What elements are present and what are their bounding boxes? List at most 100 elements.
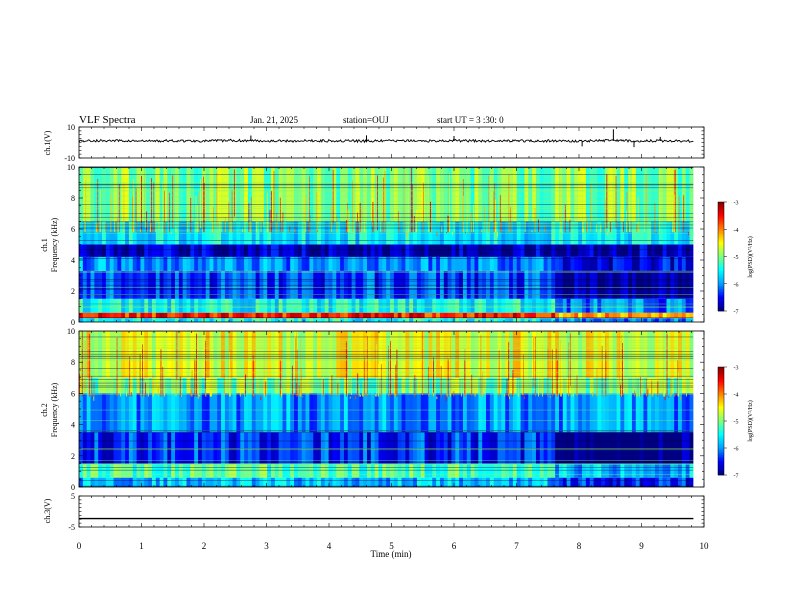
spectrogram-cell [631,377,637,394]
colorbar-segment [718,223,724,226]
spectrogram-cell [194,244,199,257]
spectrogram-cell [486,477,491,487]
spectrogram-cell [205,298,210,313]
spectrogram-cell [528,477,533,487]
spectrogram-cell [689,477,694,487]
spectrogram-cell [221,256,226,271]
spectrogram-cell [574,393,579,433]
spectrogram-cell [86,318,91,323]
spectrogram-cell [390,463,395,478]
spectrogram-cell [159,463,164,478]
spectrogram-cell [670,393,675,433]
spectrogram-cell [301,432,306,464]
spectrogram-cell [294,167,299,222]
spectrogram-cell [539,463,545,478]
spectrogram-cell [624,221,629,245]
colorbar-segment [718,464,724,467]
spectrogram-cell [244,463,249,478]
spectrogram-cell [647,167,652,222]
spectrogram-cell [251,312,257,319]
spectrogram-cell [178,298,184,313]
spectrogram-cell [466,477,472,487]
colorbar-segment [718,370,724,373]
spectrogram-cell [259,221,264,245]
spectrogram-cell [447,318,452,323]
spectrogram-cell [363,432,368,464]
spectrogram-cell [501,393,506,433]
spectrogram-cell [535,432,541,464]
spectrogram-cell [681,221,687,245]
spectrogram-cell [247,432,253,464]
spectrogram-cell [601,463,606,478]
spectrogram-cell [624,393,629,433]
spectrogram-cell [186,432,191,464]
spectrogram-cell [82,393,88,433]
spectrogram-cell [175,393,180,433]
colorbar-segment [718,254,724,257]
spectrogram-cell [624,463,629,478]
spectrogram-cell [666,432,671,464]
spectrogram-cell [597,167,602,222]
spectrogram-cell [497,432,502,464]
spectrogram-cell [678,221,683,245]
spectrogram-cell [562,221,568,245]
spectrogram-cell [413,244,418,257]
spectrogram-cell [551,298,556,313]
spectrogram-cell [493,463,498,478]
spectrogram-cell [224,298,230,313]
spectrogram-cell [102,298,107,313]
spectrogram-cell [125,167,130,222]
spectrogram-cell [424,270,429,299]
spectrogram-cell [136,377,141,394]
spectrogram-cell [516,393,521,433]
spectrogram-cell [317,331,322,378]
spectrogram-cell [390,477,395,487]
spectrogram-cell [439,432,445,464]
spectrogram-cell [605,477,610,487]
spectrogram-cell [616,432,621,464]
spectrogram-cell [635,256,641,271]
spectrogram-cell [405,463,410,478]
spectrogram-cell [355,318,360,323]
spectrogram-cell [297,312,303,319]
spectrogram-cell [190,221,195,245]
spectrogram-cell [639,463,644,478]
spectrogram-cell [674,244,679,257]
spectrogram-cell [539,244,545,257]
spectrogram-cell [635,377,641,394]
spectrogram-cell [524,318,529,323]
spectrogram-cell [424,167,429,222]
spectrogram-cell [178,244,184,257]
spectrogram-cell [608,298,614,313]
spectrogram-cell [236,312,241,319]
spectrogram-cell [159,393,164,433]
spectrogram-cell [489,167,495,222]
ch1-colorbar: -3-4-5-6-7 [717,201,739,316]
spectrogram-cell [674,463,679,478]
spectrogram-cell [363,477,368,487]
spectrogram-cell [317,298,322,313]
colorbar-segment [718,243,724,246]
spectrogram-cell [451,221,456,245]
spectrogram-cell [551,432,556,464]
spectrogram-cell [474,318,479,323]
spectrogram-cell [639,312,644,319]
spectrogram-cell [628,270,633,299]
spectrogram-cell [94,463,99,478]
spectrogram-cell [566,393,571,433]
spectrogram-cell [608,477,614,487]
spectrogram-cell [482,377,487,394]
spectrogram-cell [516,298,521,313]
spectrogram-cell [681,393,687,433]
spectrogram-cell [528,167,533,222]
colorbar-segment [718,421,724,424]
spectrogram-cell [278,463,283,478]
spectrogram-cell [455,312,460,319]
spectrogram-cell [286,298,291,313]
spectrogram-cell [82,312,88,319]
spectrogram-cell [351,432,356,464]
spectrogram-cell [209,463,214,478]
spectrogram-cell [647,221,652,245]
spectrogram-cell [175,432,180,464]
spectrogram-cell [328,167,333,222]
